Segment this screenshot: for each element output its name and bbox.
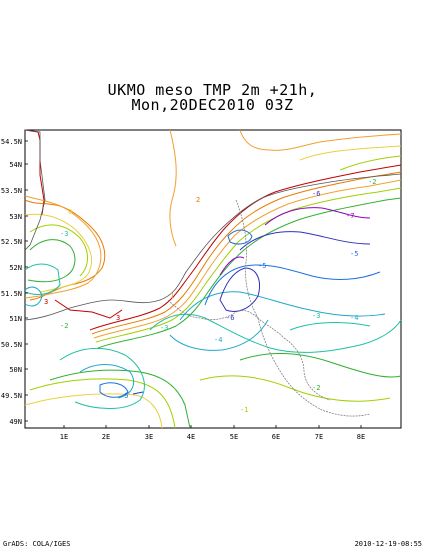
lon-tick-label: 5E — [230, 433, 238, 441]
contour-label: -6 — [312, 190, 320, 198]
contour-label: -2 — [368, 178, 376, 186]
lat-tick-label: 52N — [9, 264, 22, 272]
lat-tick-label: 51N — [9, 315, 22, 323]
contour-label: -3 — [60, 230, 68, 238]
lat-tick-label: 50.5N — [1, 341, 22, 349]
lat-tick-label: 54N — [9, 161, 22, 169]
contour-label: -4 — [214, 336, 222, 344]
lat-axis: 54.5N 54N 53.5N 53N 52.5N 52N 51.5N 51N … — [1, 138, 22, 426]
lon-ticks — [63, 425, 362, 428]
contour-label: -2 — [312, 384, 320, 392]
map-frame — [24, 129, 402, 429]
contour-label: -5 — [350, 250, 358, 258]
lat-tick-label: 53.5N — [1, 187, 22, 195]
contour-label: -5 — [258, 262, 266, 270]
lat-tick-label: 49N — [9, 418, 22, 426]
lon-tick-label: 1E — [60, 433, 68, 441]
lon-tick-label: 3E — [145, 433, 153, 441]
lon-tick-label: 6E — [272, 433, 280, 441]
lon-tick-label: 7E — [315, 433, 323, 441]
contour-label: 3 — [44, 298, 48, 306]
lat-tick-label: 52.5N — [1, 238, 22, 246]
contour-label: 1 — [170, 292, 174, 300]
coastlines — [24, 129, 402, 321]
contour-label: 2 — [196, 196, 200, 204]
lat-tick-label: 51.5N — [1, 290, 22, 298]
map-title-line-2: Mon,20DEC2010 03Z — [131, 96, 294, 114]
lon-tick-label: 4E — [187, 433, 195, 441]
contour-label: -3 — [160, 324, 168, 332]
contour-label: -5 — [120, 392, 128, 400]
lat-tick-label: 50N — [9, 366, 22, 374]
contour-label: -4 — [350, 314, 358, 322]
contour-label: -7 — [346, 212, 354, 220]
generation-timestamp: 2010-12-19-08:55 — [354, 540, 422, 548]
lat-tick-label: 49.5N — [1, 392, 22, 400]
grads-credit: GrADS: COLA/IGES — [3, 540, 71, 548]
lon-tick-label: 2E — [102, 433, 110, 441]
contour-lines — [24, 129, 402, 429]
lat-tick-label: 54.5N — [1, 138, 22, 146]
contour-labels: -7 -6 -6 -5 -5 -5 -4 -4 -3 -3 -3 -2 -2 -… — [44, 178, 376, 414]
lon-axis: 1E 2E 3E 4E 5E 6E 7E 8E — [60, 433, 365, 441]
lat-ticks — [25, 140, 28, 422]
contour-label: 0 — [68, 208, 72, 216]
contour-label: -2 — [60, 322, 68, 330]
country-borders — [167, 199, 371, 417]
contour-label: -6 — [226, 314, 234, 322]
contour-label: -1 — [240, 406, 248, 414]
lat-tick-label: 53N — [9, 213, 22, 221]
contour-label: -3 — [312, 312, 320, 320]
contour-label: 3 — [116, 314, 120, 322]
map-title-line-1: UKMO meso TMP 2m +21h, — [107, 81, 318, 99]
lon-tick-label: 8E — [357, 433, 365, 441]
